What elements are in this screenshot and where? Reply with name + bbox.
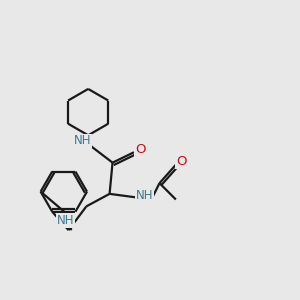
Text: O: O: [135, 143, 146, 156]
Text: O: O: [176, 155, 187, 168]
Text: NH: NH: [74, 134, 91, 147]
Text: NH: NH: [56, 214, 74, 227]
Text: NH: NH: [136, 188, 153, 202]
